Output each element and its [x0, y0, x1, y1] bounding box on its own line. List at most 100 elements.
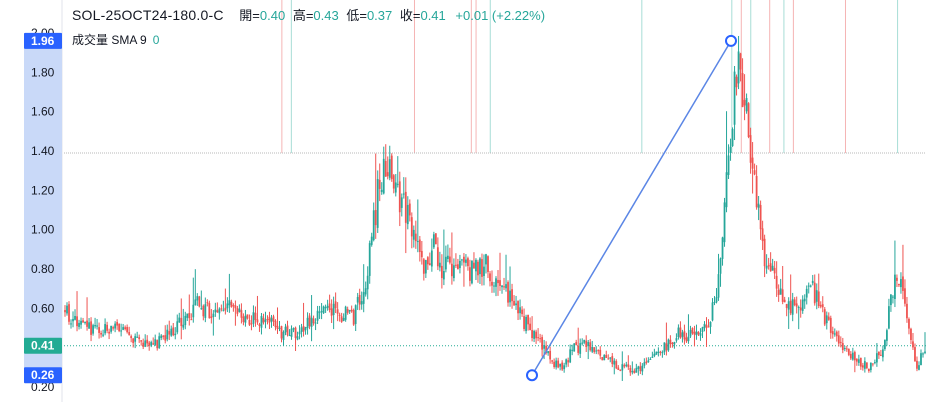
- candle: [178, 312, 181, 323]
- candle: [904, 279, 906, 307]
- candle-body: [294, 327, 297, 338]
- candle: [90, 317, 92, 342]
- candle: [202, 304, 205, 321]
- candle: [547, 351, 550, 356]
- candle: [404, 177, 407, 254]
- candle: [146, 335, 149, 347]
- trendline-handle-end[interactable]: [725, 34, 737, 47]
- candle-body: [549, 350, 552, 360]
- candle-body: [875, 353, 878, 363]
- candle: [731, 127, 734, 147]
- candle-body: [847, 348, 850, 355]
- candle-body: [218, 308, 221, 314]
- candle-body: [589, 342, 592, 351]
- trendline-handle-start[interactable]: [526, 369, 538, 382]
- candle-body: [771, 265, 774, 271]
- candle-body: [657, 351, 660, 353]
- candle-body: [685, 337, 688, 342]
- candle: [426, 256, 429, 270]
- candle-body: [619, 369, 622, 371]
- candle: [625, 361, 628, 368]
- candle-body: [709, 321, 712, 327]
- candle: [851, 347, 854, 361]
- candle-body: [250, 323, 253, 325]
- candle-body: [138, 337, 141, 339]
- candle-body: [118, 323, 121, 332]
- candle-body: [483, 266, 485, 277]
- candle-body: [408, 203, 411, 216]
- candle-body: [681, 332, 684, 337]
- candle-body: [166, 329, 169, 340]
- candle: [400, 193, 403, 217]
- candle: [270, 314, 273, 328]
- candle: [240, 303, 243, 324]
- candle-body: [833, 333, 836, 335]
- candle-body: [529, 323, 531, 331]
- candle-body: [436, 247, 439, 267]
- candle-body: [573, 343, 576, 352]
- candle: [843, 345, 846, 352]
- candle-body: [190, 319, 193, 321]
- candle: [244, 309, 247, 327]
- candle-body: [841, 343, 844, 351]
- candle: [130, 334, 133, 343]
- candle-body: [585, 340, 588, 347]
- candle: [659, 350, 662, 356]
- candle: [316, 305, 319, 325]
- candle: [791, 292, 794, 322]
- candle: [916, 356, 918, 372]
- candle: [376, 170, 379, 233]
- candle-body: [877, 351, 880, 356]
- candle-body: [266, 318, 269, 320]
- candle-body: [565, 359, 568, 365]
- candle-body: [631, 370, 634, 373]
- candle-body: [559, 363, 562, 367]
- candle: [78, 319, 80, 330]
- candle: [495, 276, 497, 297]
- candle-body: [86, 320, 88, 327]
- candle-body: [290, 328, 293, 337]
- candle: [230, 299, 233, 308]
- candle: [811, 274, 814, 286]
- candle: [260, 313, 263, 335]
- candle-body: [916, 360, 918, 369]
- candle: [787, 297, 790, 329]
- candle: [72, 311, 74, 328]
- candle: [535, 329, 537, 344]
- candle-body: [140, 340, 143, 342]
- candle: [795, 296, 798, 314]
- candle-body: [360, 301, 363, 305]
- volume-legend[interactable]: 成交量 SMA 9 0: [72, 31, 159, 48]
- candle: [587, 340, 590, 360]
- candle: [282, 330, 285, 347]
- candle: [521, 306, 523, 317]
- candle-body: [777, 289, 780, 295]
- candle: [74, 309, 76, 321]
- candle-body: [402, 193, 405, 195]
- symbol-title[interactable]: SOL-25OCT24-180.0-C: [72, 7, 224, 23]
- candle-body: [328, 303, 331, 310]
- open-label: 開=: [239, 8, 260, 23]
- candle-body: [884, 339, 886, 350]
- candle: [667, 338, 670, 352]
- candle: [292, 327, 295, 333]
- trendline[interactable]: [531, 40, 732, 376]
- candle-body: [366, 275, 369, 290]
- candle-body: [426, 257, 429, 265]
- candle: [651, 351, 654, 358]
- trend-bottom-price-badge: 0.26: [24, 367, 62, 384]
- low-value: 0.37: [366, 8, 393, 23]
- candle: [809, 284, 812, 288]
- candle: [631, 361, 634, 375]
- candle: [368, 240, 371, 284]
- candle-body: [687, 336, 690, 342]
- candle-body: [557, 360, 560, 368]
- candle: [799, 299, 802, 318]
- candle-body: [70, 323, 72, 325]
- candle-body: [420, 250, 423, 258]
- candle-body: [575, 342, 578, 345]
- candle-body: [659, 351, 662, 353]
- candle: [789, 274, 792, 316]
